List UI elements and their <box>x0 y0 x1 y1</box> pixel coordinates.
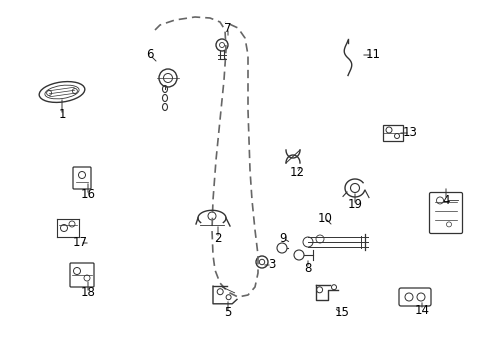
Text: 1: 1 <box>58 108 65 122</box>
Text: 7: 7 <box>224 22 231 35</box>
Text: 9: 9 <box>279 231 286 244</box>
Text: 16: 16 <box>81 189 95 202</box>
Text: 4: 4 <box>441 194 449 207</box>
Text: 11: 11 <box>365 49 380 62</box>
Text: 8: 8 <box>304 261 311 274</box>
Text: 10: 10 <box>317 211 332 225</box>
Text: 17: 17 <box>72 237 87 249</box>
Text: 6: 6 <box>146 49 153 62</box>
Text: 13: 13 <box>402 126 417 139</box>
Text: 15: 15 <box>334 306 349 320</box>
Text: 3: 3 <box>268 258 275 271</box>
Text: 5: 5 <box>224 306 231 320</box>
Text: 12: 12 <box>289 166 304 180</box>
Text: 2: 2 <box>214 231 221 244</box>
Text: 19: 19 <box>347 198 362 211</box>
Text: 14: 14 <box>414 303 428 316</box>
Text: 18: 18 <box>81 287 95 300</box>
